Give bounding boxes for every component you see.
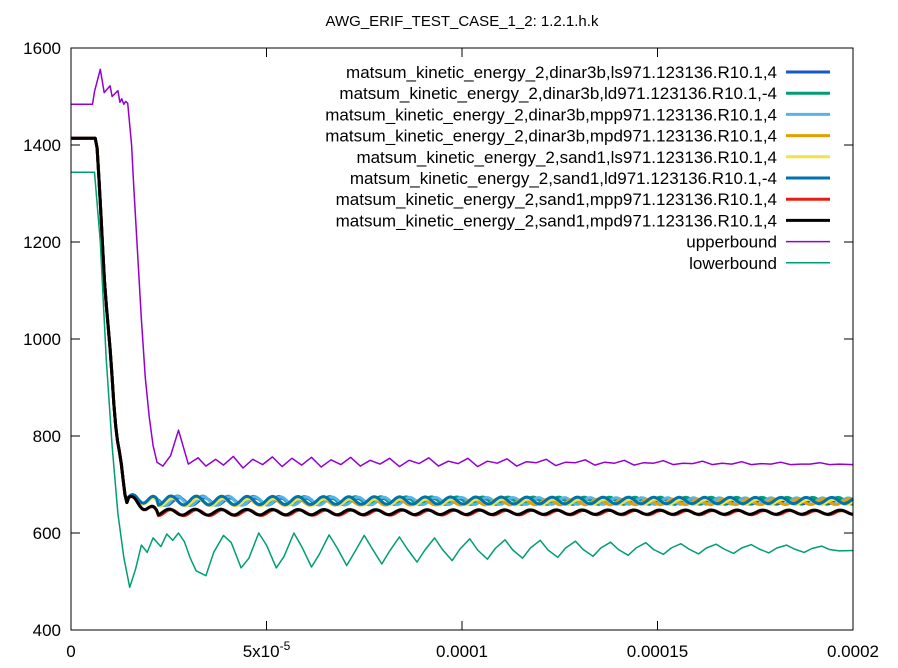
- y-tick-label: 1000: [23, 330, 61, 349]
- y-tick-label: 1200: [23, 233, 61, 252]
- legend-label: lowerbound: [689, 254, 777, 273]
- series-line-9: [71, 68, 854, 469]
- legend: matsum_kinetic_energy_2,dinar3b,ls971.12…: [325, 63, 830, 273]
- legend-label: matsum_kinetic_energy_2,dinar3b,mpd971.1…: [325, 127, 777, 146]
- series-line-8: [71, 136, 854, 517]
- x-tick-label: 0.0002: [827, 642, 879, 661]
- legend-label: matsum_kinetic_energy_2,sand1,ld971.1231…: [350, 169, 777, 188]
- y-tick-label: 400: [33, 621, 61, 640]
- series-layer: [71, 68, 854, 589]
- legend-label: matsum_kinetic_energy_2,sand1,mpd971.123…: [336, 211, 777, 230]
- y-tick-label: 600: [33, 524, 61, 543]
- y-tick-label: 800: [33, 427, 61, 446]
- x-tick-label: 0.0001: [436, 642, 488, 661]
- x-tick-exponent: -5: [280, 639, 291, 653]
- legend-label: matsum_kinetic_energy_2,sand1,mpp971.123…: [336, 190, 777, 209]
- chart-title: AWG_ERIF_TEST_CASE_1_2: 1.2.1.h.k: [326, 13, 599, 30]
- y-tick-label: 1400: [23, 136, 61, 155]
- legend-label: upperbound: [686, 233, 777, 252]
- series-line-6: [71, 136, 854, 507]
- legend-label: matsum_kinetic_energy_2,dinar3b,ls971.12…: [346, 63, 777, 82]
- x-tick-label: 0.00015: [627, 642, 688, 661]
- legend-label: matsum_kinetic_energy_2,sand1,ls971.1231…: [356, 148, 777, 167]
- x-tick-label: 0: [66, 642, 75, 661]
- axis-layer: 400 600 800 1000 1200 1400 1600 0 5x10-5 0.0001 0.…: [23, 39, 879, 661]
- x-tick-label: 5x10-5: [243, 639, 291, 661]
- legend-label: matsum_kinetic_energy_2,dinar3b,ld971.12…: [339, 84, 777, 103]
- y-tick-label: 1600: [23, 39, 61, 58]
- series-line-10: [71, 171, 854, 589]
- legend-label: matsum_kinetic_energy_2,dinar3b,mpp971.1…: [325, 105, 777, 124]
